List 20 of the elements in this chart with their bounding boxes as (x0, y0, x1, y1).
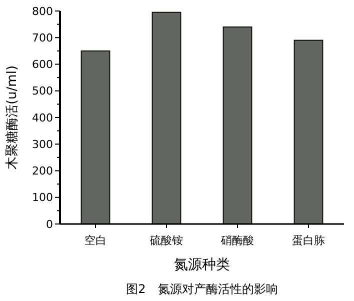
y-tick-label: 600 (32, 58, 53, 72)
y-tick-label: 700 (32, 31, 53, 44)
x-axis-title: 氮源种类 (174, 257, 230, 273)
bar (80, 50, 110, 224)
bar (152, 12, 182, 224)
y-tick-label: 800 (32, 4, 53, 18)
y-tick-label: 200 (32, 164, 53, 178)
y-tick-label: 300 (32, 138, 53, 151)
x-tick-label: 硝酶酸 (220, 234, 254, 247)
y-axis-title: 木聚糖酶活(u/ml) (5, 65, 20, 170)
bar (294, 40, 324, 224)
x-tick-label: 硫酸铵 (150, 234, 183, 247)
x-tick-label: 蛋白胨 (292, 234, 325, 247)
text: 图2 氮源对产酶活性的影响 (126, 282, 278, 296)
y-tick-label: 100 (32, 191, 53, 204)
x-tick-label: 空白 (84, 234, 106, 247)
y-tick-label: 0 (46, 218, 53, 231)
y-tick-label: 400 (32, 111, 53, 124)
y-tick-label: 500 (32, 84, 53, 98)
bar (222, 26, 252, 224)
